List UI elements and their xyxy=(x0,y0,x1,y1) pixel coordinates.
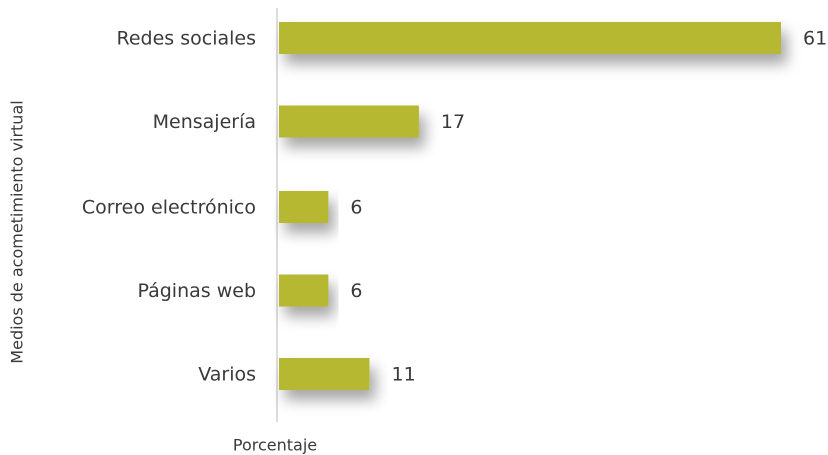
value-label: 17 xyxy=(441,111,465,133)
bar xyxy=(279,105,419,138)
bar xyxy=(279,274,329,307)
value-label: 6 xyxy=(350,280,362,302)
category-label: Varios xyxy=(198,364,256,386)
bar xyxy=(279,358,370,390)
x-axis-title: Porcentaje xyxy=(233,436,317,455)
value-label: 11 xyxy=(392,364,416,386)
y-axis-title: Medios de acometimiento virtual xyxy=(8,100,27,363)
value-label: 61 xyxy=(803,28,827,50)
category-label: Redes sociales xyxy=(117,28,257,50)
category-label: Correo electrónico xyxy=(82,197,256,219)
bar xyxy=(279,191,329,223)
category-label: Mensajería xyxy=(153,111,256,133)
value-label: 6 xyxy=(350,197,362,219)
category-label: Páginas web xyxy=(138,280,257,302)
bar xyxy=(279,22,781,54)
